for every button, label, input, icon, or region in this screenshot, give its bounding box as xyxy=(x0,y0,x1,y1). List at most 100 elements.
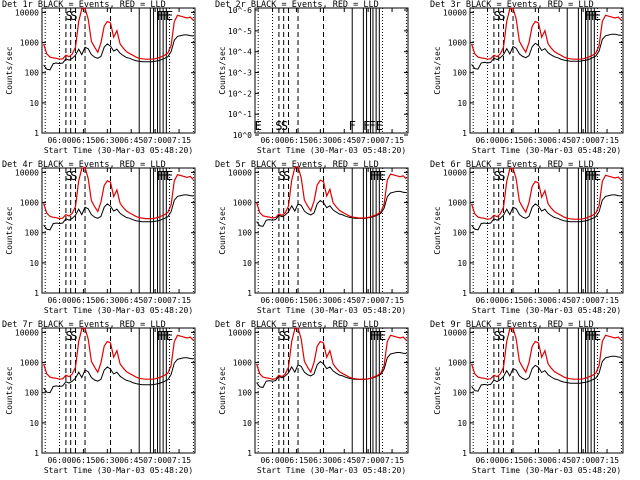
flag-label: S xyxy=(70,9,77,23)
panel-det-1: Det 1r BLACK = Events, RED = LLD 1 10 100 10… xyxy=(2,0,196,155)
flag-label: F xyxy=(584,169,591,183)
flag-label: F xyxy=(588,169,595,183)
y-tick-label: 1000 xyxy=(233,199,252,208)
flag-label: F xyxy=(588,329,595,343)
flag-label: S xyxy=(283,329,290,343)
x-tick-label: 06:45 xyxy=(332,136,356,145)
panel-det-2: Det 2r BLACK = Events, RED = LLD 10^0 10^-… xyxy=(215,0,409,155)
y-tick-label: 1000 xyxy=(448,199,467,208)
y-tick-label: 10 xyxy=(29,419,39,428)
x-tick-label: 06:45 xyxy=(332,456,356,465)
x-tick-label: 06:30 xyxy=(95,296,119,305)
panel-det-3: Det 3r BLACK = Events, RED = LLD 1 10 100 10… xyxy=(430,0,624,155)
x-tick-label: 07:15 xyxy=(380,456,404,465)
flag-label: E xyxy=(594,9,601,23)
plot-frame xyxy=(41,327,196,454)
flag-label: E xyxy=(594,329,601,343)
flag-label: S xyxy=(275,119,282,133)
y-tick-label: 100 xyxy=(453,229,468,238)
y-tick-label: 100 xyxy=(25,69,40,78)
x-axis-label: Start Time (30-Mar-03 05:48:20) xyxy=(257,306,406,315)
y-axis-label: Counts/sec xyxy=(433,366,442,414)
y-tick-label: 1 xyxy=(462,449,467,458)
x-tick-label: 07:00 xyxy=(143,456,167,465)
x-tick-label: 06:30 xyxy=(308,296,332,305)
flag-label: F xyxy=(163,9,170,23)
x-tick-label: 07:15 xyxy=(595,296,619,305)
flag-label: E xyxy=(379,329,386,343)
x-axis-label: Start Time (30-Mar-03 05:48:20) xyxy=(472,146,621,155)
flag-label: F xyxy=(588,9,595,23)
flag-label: S xyxy=(493,169,500,183)
lld-series-line xyxy=(256,166,407,219)
flag-label: S xyxy=(281,119,288,133)
y-tick-label: 10000 xyxy=(443,8,467,17)
flag-label: F xyxy=(156,9,163,23)
events-series-line xyxy=(471,355,622,392)
events-series-line xyxy=(256,190,407,227)
plot-frame xyxy=(469,327,624,454)
panel-title: Det 1r BLACK = Events, RED = LLD xyxy=(2,0,166,10)
y-tick-label: 10 xyxy=(242,259,252,268)
y-tick-label: 100 xyxy=(238,389,253,398)
y-tick-label: 1 xyxy=(247,289,252,298)
flag-label: F xyxy=(376,329,383,343)
x-tick-label: 06:00 xyxy=(475,456,499,465)
x-tick-label: 06:00 xyxy=(475,136,499,145)
y-tick-label: 1 xyxy=(462,289,467,298)
flag-label: S xyxy=(493,9,500,23)
flag-label: F xyxy=(373,329,380,343)
plot-frame xyxy=(254,327,409,454)
flag-label: F xyxy=(363,119,370,133)
y-axis-label: Counts/sec xyxy=(218,366,227,414)
flag-label: F xyxy=(591,9,598,23)
x-tick-label: 06:00 xyxy=(475,296,499,305)
flag-label: S xyxy=(278,329,285,343)
y-tick-label: 10^-3 xyxy=(228,69,252,78)
flag-label: F xyxy=(584,329,591,343)
y-axis-label: Counts/sec xyxy=(433,206,442,254)
flag-label: F xyxy=(160,169,167,183)
x-tick-label: 06:30 xyxy=(308,136,332,145)
flag-label: F xyxy=(156,169,163,183)
flag-label: F xyxy=(584,9,591,23)
y-tick-label: 10^0 xyxy=(233,131,252,140)
flag-label: E xyxy=(166,329,173,343)
y-tick-label: 1 xyxy=(462,129,467,138)
y-tick-label: 1000 xyxy=(233,359,252,368)
flag-label: S xyxy=(498,169,505,183)
flag-label: F xyxy=(369,119,376,133)
x-tick-label: 07:15 xyxy=(380,136,404,145)
x-tick-label: 06:45 xyxy=(547,136,571,145)
y-tick-label: 1 xyxy=(34,449,39,458)
flag-label: F xyxy=(376,169,383,183)
x-tick-label: 07:00 xyxy=(571,456,595,465)
y-tick-label: 10 xyxy=(29,259,39,268)
flag-label: F xyxy=(160,9,167,23)
flag-label: S xyxy=(65,329,72,343)
x-tick-label: 06:30 xyxy=(308,456,332,465)
panel-title: Det 9r BLACK = Events, RED = LLD xyxy=(430,320,594,330)
y-tick-label: 10^-6 xyxy=(228,6,252,15)
y-tick-label: 100 xyxy=(453,389,468,398)
y-tick-label: 10^-5 xyxy=(228,27,252,36)
lld-series-line xyxy=(471,327,622,380)
panel-title: Det 5r BLACK = Events, RED = LLD xyxy=(215,160,379,170)
flag-label: S xyxy=(498,9,505,23)
panel-det-7: Det 7r BLACK = Events, RED = LLD 1 10 100 10… xyxy=(2,320,196,475)
flag-label: E xyxy=(255,119,262,133)
lld-series-line xyxy=(43,7,194,60)
y-tick-label: 10000 xyxy=(228,328,252,337)
y-tick-label: 10 xyxy=(457,259,467,268)
x-tick-label: 06:45 xyxy=(332,296,356,305)
y-axis-label: Counts/sec xyxy=(5,46,14,94)
lld-series-line xyxy=(471,167,622,220)
x-tick-label: 07:00 xyxy=(356,296,380,305)
y-axis-label: Counts/sec xyxy=(5,206,14,254)
y-tick-label: 100 xyxy=(25,389,40,398)
x-tick-label: 07:15 xyxy=(167,456,191,465)
y-tick-label: 1 xyxy=(34,129,39,138)
x-tick-label: 07:15 xyxy=(167,296,191,305)
x-tick-label: 06:00 xyxy=(47,296,71,305)
flag-label: S xyxy=(70,169,77,183)
